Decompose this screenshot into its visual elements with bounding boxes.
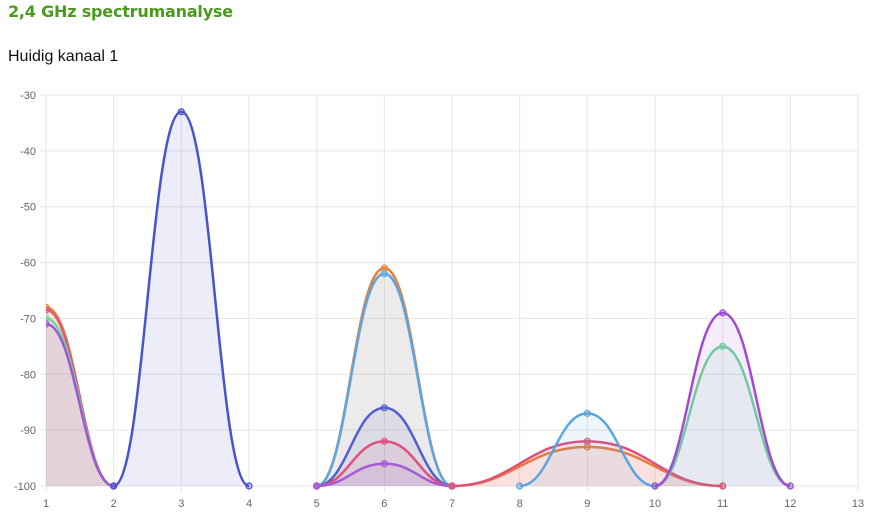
signal-series	[448, 437, 727, 490]
y-tick-label: -100	[14, 481, 36, 493]
x-tick-label: 1	[43, 498, 49, 510]
series-point	[46, 320, 50, 328]
series-point	[245, 482, 253, 490]
series-point	[786, 482, 794, 490]
series-line	[316, 462, 453, 488]
signal-series	[313, 460, 456, 490]
series-area	[316, 273, 452, 486]
x-tick-label: 9	[584, 498, 590, 510]
series-area	[655, 346, 791, 486]
x-tick-label: 8	[517, 498, 523, 510]
series-point	[380, 460, 388, 468]
x-tick-label: 3	[178, 498, 184, 510]
current-channel-label: Huidig kanaal 1	[8, 48, 119, 65]
series-point	[719, 482, 727, 490]
series-line	[451, 440, 723, 488]
series-line	[519, 412, 656, 488]
x-tick-label: 13	[852, 498, 864, 510]
series-point	[719, 309, 727, 317]
x-tick-label: 2	[111, 498, 117, 510]
series-line	[654, 345, 791, 488]
x-tick-label: 5	[314, 498, 320, 510]
signal-series	[651, 309, 794, 490]
series-line	[316, 272, 453, 488]
series-line	[316, 406, 453, 488]
y-tick-label: -40	[20, 146, 36, 158]
series-point	[583, 437, 591, 445]
series-line	[113, 110, 250, 488]
series-point	[651, 482, 659, 490]
series-area	[316, 268, 452, 486]
series-point	[177, 108, 185, 116]
series-point	[46, 306, 50, 314]
series-point	[448, 482, 456, 490]
series-line	[654, 311, 791, 488]
series-area	[655, 312, 791, 486]
y-tick-label: -30	[20, 90, 36, 102]
series-area	[316, 463, 452, 486]
series-area	[452, 441, 723, 486]
chart-series	[46, 108, 794, 490]
series-area	[316, 407, 452, 486]
y-tick-label: -70	[20, 313, 36, 325]
series-point	[313, 482, 321, 490]
signal-series	[516, 409, 659, 490]
series-area	[46, 307, 114, 486]
series-area	[46, 324, 114, 486]
page-title: 2,4 GHz spectrumanalyse	[8, 2, 233, 21]
series-point	[719, 342, 727, 350]
series-area	[452, 446, 723, 486]
x-tick-label: 4	[246, 498, 252, 510]
x-tick-label: 10	[649, 498, 661, 510]
x-tick-label: 12	[784, 498, 796, 510]
x-tick-label: 7	[449, 498, 455, 510]
y-tick-label: -80	[20, 369, 36, 381]
signal-series	[46, 320, 118, 490]
series-point	[110, 482, 118, 490]
series-line	[316, 440, 453, 488]
series-point	[583, 409, 591, 417]
y-tick-label: -50	[20, 202, 36, 214]
y-tick-label: -60	[20, 258, 36, 270]
series-point	[380, 437, 388, 445]
y-tick-label: -90	[20, 425, 36, 437]
series-line	[46, 322, 115, 488]
series-point	[380, 270, 388, 278]
series-point	[46, 314, 50, 323]
x-tick-label: 11	[717, 498, 728, 510]
signal-series	[110, 108, 253, 490]
series-area	[113, 111, 250, 486]
series-area	[519, 413, 655, 486]
series-point	[380, 404, 388, 412]
x-tick-label: 6	[381, 498, 387, 510]
series-point	[516, 482, 524, 490]
